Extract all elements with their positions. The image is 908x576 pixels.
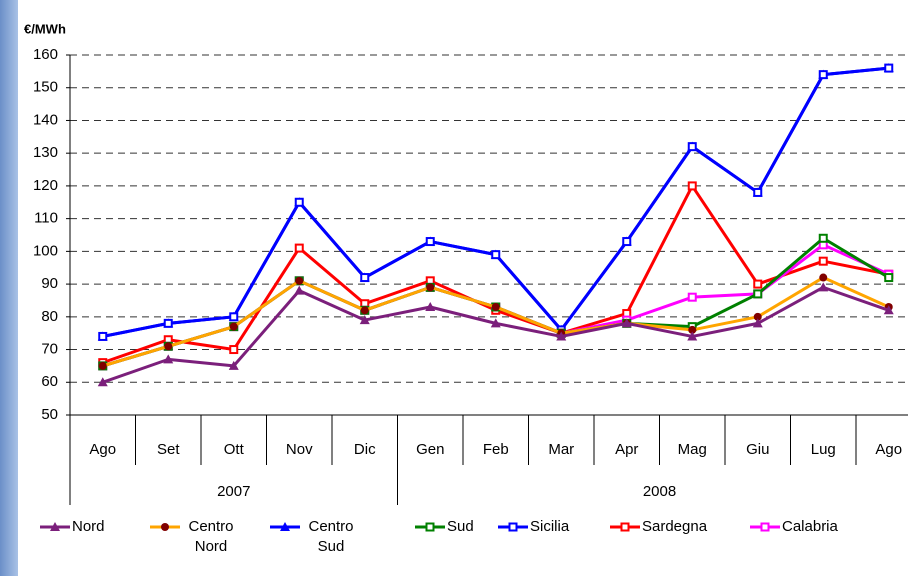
y-tick-label: 90 bbox=[41, 275, 58, 292]
marker bbox=[818, 256, 828, 266]
series-line bbox=[102, 184, 890, 365]
x-tick-label: Apr bbox=[615, 441, 638, 458]
marker bbox=[753, 187, 763, 197]
marker bbox=[818, 282, 829, 292]
marker bbox=[50, 522, 60, 531]
y-tick-label: 80 bbox=[41, 308, 58, 325]
marker bbox=[818, 70, 828, 80]
marker bbox=[760, 522, 770, 532]
marker bbox=[229, 345, 239, 355]
marker bbox=[163, 354, 174, 364]
legend-label: Centro Nord bbox=[188, 518, 234, 555]
marker bbox=[360, 306, 369, 315]
y-tick-label: 140 bbox=[33, 111, 58, 128]
marker bbox=[688, 325, 697, 334]
marker bbox=[621, 318, 632, 328]
marker bbox=[819, 273, 828, 282]
marker bbox=[620, 522, 630, 532]
legend-label: Sardegna bbox=[642, 518, 708, 535]
marker bbox=[425, 302, 436, 311]
x-tick-label: Set bbox=[157, 441, 180, 458]
y-tick-label: 110 bbox=[34, 210, 58, 227]
marker bbox=[490, 318, 501, 328]
marker bbox=[752, 318, 763, 328]
x-tick-label: Giu bbox=[746, 441, 769, 458]
x-tick-label: Gen bbox=[416, 441, 444, 458]
marker bbox=[295, 276, 304, 285]
marker bbox=[425, 522, 435, 532]
legend-label: Sicilia bbox=[530, 518, 570, 535]
marker bbox=[425, 237, 435, 247]
series-line bbox=[102, 285, 890, 384]
y-tick-label: 70 bbox=[41, 341, 58, 358]
group-label: 2007 bbox=[217, 483, 250, 500]
marker bbox=[883, 305, 894, 315]
x-tick-label: Ott bbox=[224, 441, 245, 458]
marker bbox=[884, 273, 894, 283]
marker bbox=[161, 523, 169, 531]
x-tick-label: Lug bbox=[811, 441, 836, 458]
y-tick-label: 120 bbox=[33, 177, 58, 194]
y-tick-label: 150 bbox=[33, 79, 58, 96]
marker bbox=[359, 315, 370, 325]
marker bbox=[294, 243, 304, 253]
y-tick-label: 100 bbox=[33, 242, 58, 259]
marker bbox=[687, 292, 697, 302]
marker bbox=[491, 303, 500, 311]
series-line bbox=[102, 66, 889, 338]
marker bbox=[98, 361, 107, 370]
legend-label: Centro Sud bbox=[308, 518, 354, 555]
y-axis-label: €/MWh bbox=[24, 21, 66, 36]
marker bbox=[164, 342, 173, 351]
marker bbox=[229, 312, 239, 322]
marker bbox=[622, 237, 632, 247]
x-tick-label: Dic bbox=[354, 441, 376, 458]
y-tick-label: 160 bbox=[33, 46, 58, 63]
marker bbox=[426, 283, 435, 292]
marker bbox=[294, 197, 304, 207]
marker bbox=[818, 233, 828, 243]
marker bbox=[687, 181, 697, 191]
y-tick-label: 60 bbox=[41, 373, 58, 390]
marker bbox=[163, 318, 173, 328]
legend-label: Sud bbox=[447, 518, 474, 535]
x-tick-label: Ago bbox=[875, 441, 902, 458]
marker bbox=[228, 360, 239, 370]
x-tick-label: Ago bbox=[89, 441, 116, 458]
group-label: 2008 bbox=[643, 483, 676, 500]
y-tick-label: 50 bbox=[41, 406, 58, 423]
legend-label: Nord bbox=[72, 518, 105, 535]
marker bbox=[556, 331, 567, 341]
marker bbox=[280, 522, 290, 531]
x-tick-label: Nov bbox=[286, 441, 313, 458]
y-tick-label: 130 bbox=[33, 144, 58, 161]
legend-label: Calabria bbox=[782, 518, 838, 535]
marker bbox=[491, 250, 501, 260]
marker bbox=[360, 273, 370, 283]
x-tick-label: Mag bbox=[678, 441, 707, 458]
marker bbox=[98, 331, 108, 341]
marker bbox=[229, 322, 238, 331]
x-tick-label: Mar bbox=[548, 441, 574, 458]
marker bbox=[294, 285, 305, 295]
marker bbox=[753, 289, 763, 299]
series-line bbox=[102, 66, 889, 338]
marker bbox=[687, 142, 697, 152]
marker bbox=[753, 312, 762, 321]
marker bbox=[97, 377, 108, 387]
marker bbox=[687, 331, 698, 341]
marker bbox=[753, 279, 763, 289]
x-tick-label: Feb bbox=[483, 441, 509, 458]
marker bbox=[884, 63, 894, 73]
marker bbox=[508, 522, 518, 532]
